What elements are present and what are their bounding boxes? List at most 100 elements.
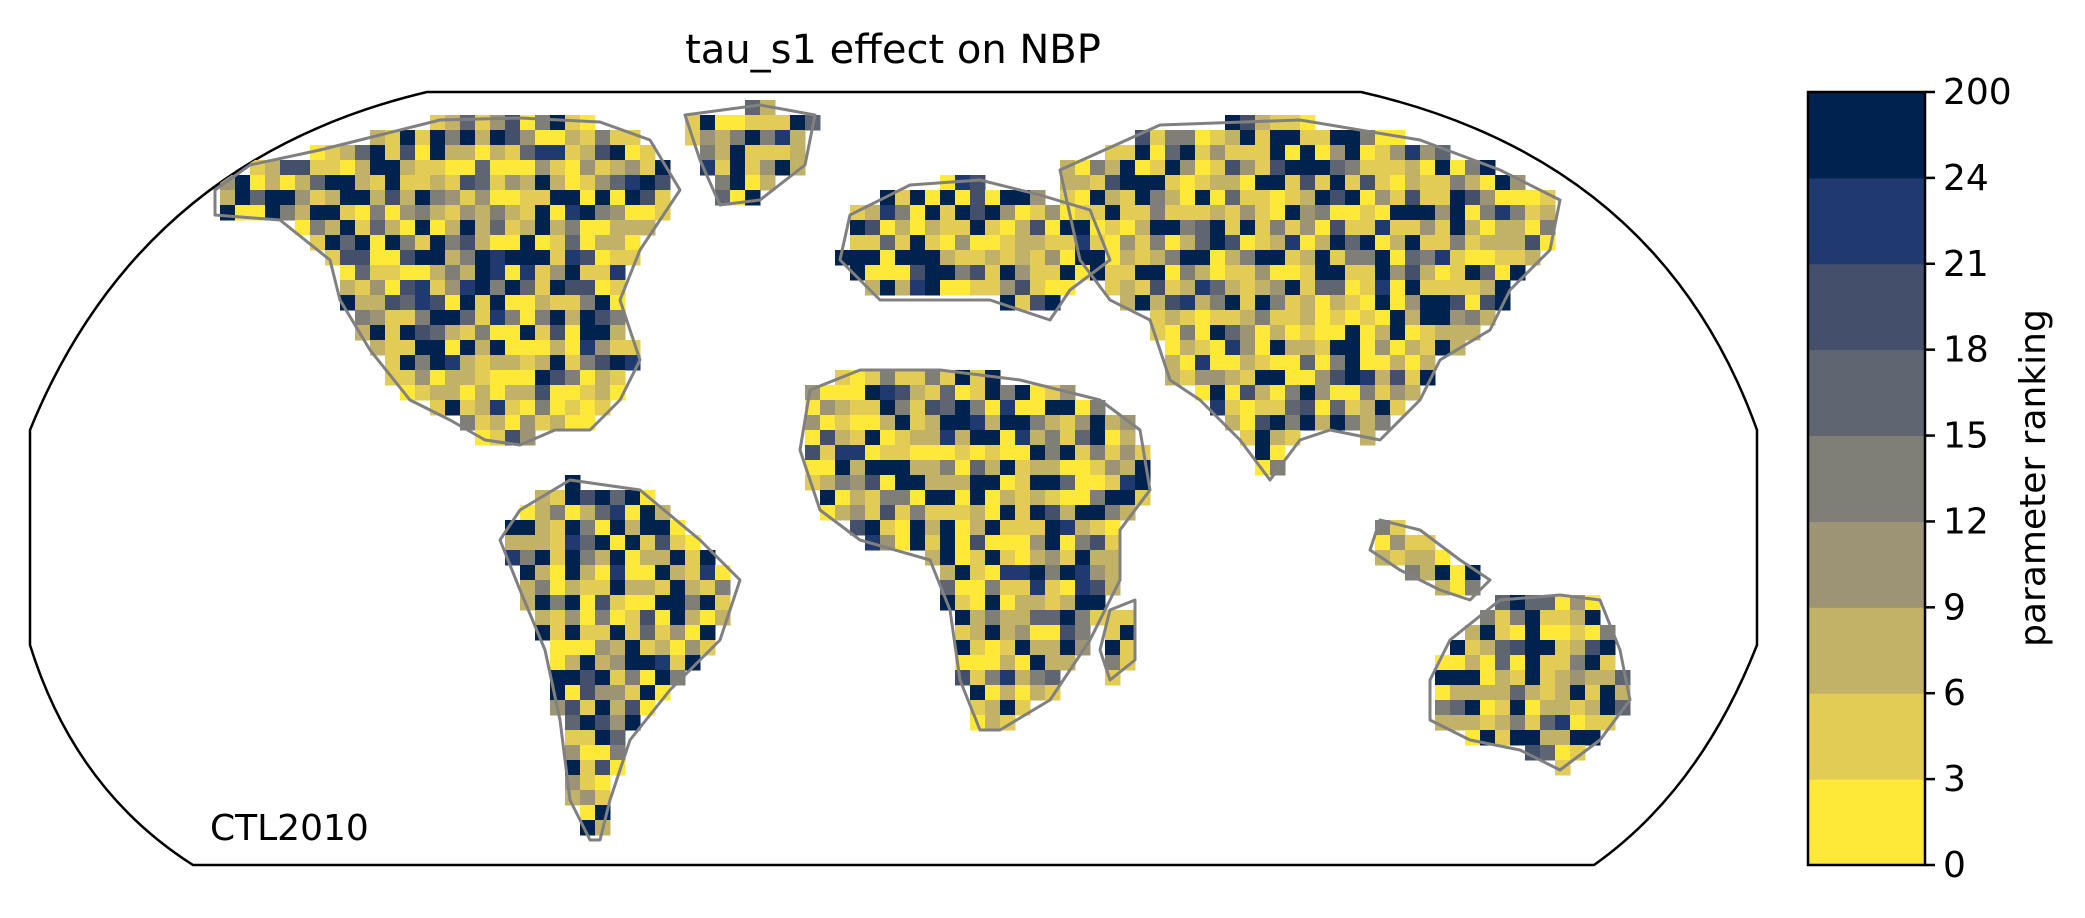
land-cell <box>895 475 911 491</box>
land-cell <box>880 265 896 281</box>
land-cell <box>1015 385 1031 401</box>
land-cell <box>400 190 416 206</box>
land-cell <box>475 295 491 311</box>
land-cell <box>1435 190 1451 206</box>
land-cell <box>1330 130 1346 146</box>
land-cell <box>490 280 506 296</box>
land-cell <box>1390 280 1406 296</box>
land-cell <box>565 175 581 191</box>
land-cell <box>505 160 521 176</box>
land-cell <box>970 505 986 521</box>
land-cell <box>445 280 461 296</box>
land-cell <box>1210 160 1226 176</box>
land-cell <box>520 355 536 371</box>
land-cell <box>1225 250 1241 266</box>
land-cell <box>370 280 386 296</box>
land-cell <box>610 565 626 581</box>
land-cell <box>1180 250 1196 266</box>
land-cell <box>715 175 731 191</box>
land-cell <box>700 115 716 131</box>
land-cell <box>1255 175 1271 191</box>
land-cell <box>1285 415 1301 431</box>
land-cell <box>610 520 626 536</box>
land-cell <box>1120 265 1136 281</box>
land-cell <box>580 250 596 266</box>
land-cell <box>595 580 611 596</box>
land-cell <box>940 280 956 296</box>
land-cell <box>1135 190 1151 206</box>
land-cell <box>670 640 686 656</box>
land-cell <box>1195 295 1211 311</box>
land-cell <box>1090 415 1106 431</box>
land-cell <box>1375 535 1391 551</box>
land-cell <box>1435 235 1451 251</box>
land-cell <box>595 790 611 806</box>
land-cell <box>700 145 716 161</box>
land-cell <box>610 175 626 191</box>
land-cell <box>1060 490 1076 506</box>
land-cell <box>925 205 941 221</box>
land-cell <box>1345 385 1361 401</box>
land-cell <box>655 175 671 191</box>
land-cell <box>1270 280 1286 296</box>
land-cell <box>355 145 371 161</box>
land-cell <box>1315 355 1331 371</box>
land-cell <box>355 190 371 206</box>
land-cell <box>595 505 611 521</box>
land-cell <box>1405 220 1421 236</box>
land-cell <box>1600 700 1616 716</box>
land-cell <box>1135 205 1151 221</box>
land-cell <box>970 595 986 611</box>
land-cell <box>1030 475 1046 491</box>
land-cell <box>865 475 881 491</box>
land-cell <box>940 205 956 221</box>
land-cell <box>1450 700 1466 716</box>
land-cell <box>820 415 836 431</box>
land-cell <box>1510 190 1526 206</box>
land-cell <box>445 400 461 416</box>
land-cell <box>1060 535 1076 551</box>
land-cell <box>1345 160 1361 176</box>
land-cell <box>1285 205 1301 221</box>
land-cell <box>850 460 866 476</box>
land-cell <box>1000 580 1016 596</box>
land-cell <box>535 220 551 236</box>
land-cell <box>1045 640 1061 656</box>
land-cell <box>505 430 521 446</box>
land-cell <box>1390 235 1406 251</box>
land-cell <box>1225 355 1241 371</box>
land-cell <box>430 220 446 236</box>
land-cell <box>1030 595 1046 611</box>
land-cell <box>1090 580 1106 596</box>
land-cell <box>1450 565 1466 581</box>
land-cell <box>1315 250 1331 266</box>
land-cell <box>400 265 416 281</box>
land-cell <box>1300 415 1316 431</box>
land-cell <box>385 190 401 206</box>
land-cell <box>955 625 971 641</box>
land-cell <box>295 190 311 206</box>
land-cell <box>610 355 626 371</box>
land-cell <box>880 250 896 266</box>
land-cell <box>1375 160 1391 176</box>
land-cell <box>475 160 491 176</box>
land-cell <box>1600 685 1616 701</box>
land-cell <box>1495 700 1511 716</box>
land-cell <box>1015 190 1031 206</box>
land-cell <box>535 190 551 206</box>
land-cell <box>1060 475 1076 491</box>
land-cell <box>490 295 506 311</box>
land-cell <box>1060 235 1076 251</box>
land-cell <box>610 640 626 656</box>
land-cell <box>1300 325 1316 341</box>
land-cell <box>955 490 971 506</box>
land-cell <box>715 580 731 596</box>
land-cell <box>1270 385 1286 401</box>
land-cell <box>415 340 431 356</box>
land-cell <box>250 190 266 206</box>
land-cell <box>1315 280 1331 296</box>
land-cell <box>910 250 926 266</box>
land-cell <box>640 190 656 206</box>
land-cell <box>940 490 956 506</box>
